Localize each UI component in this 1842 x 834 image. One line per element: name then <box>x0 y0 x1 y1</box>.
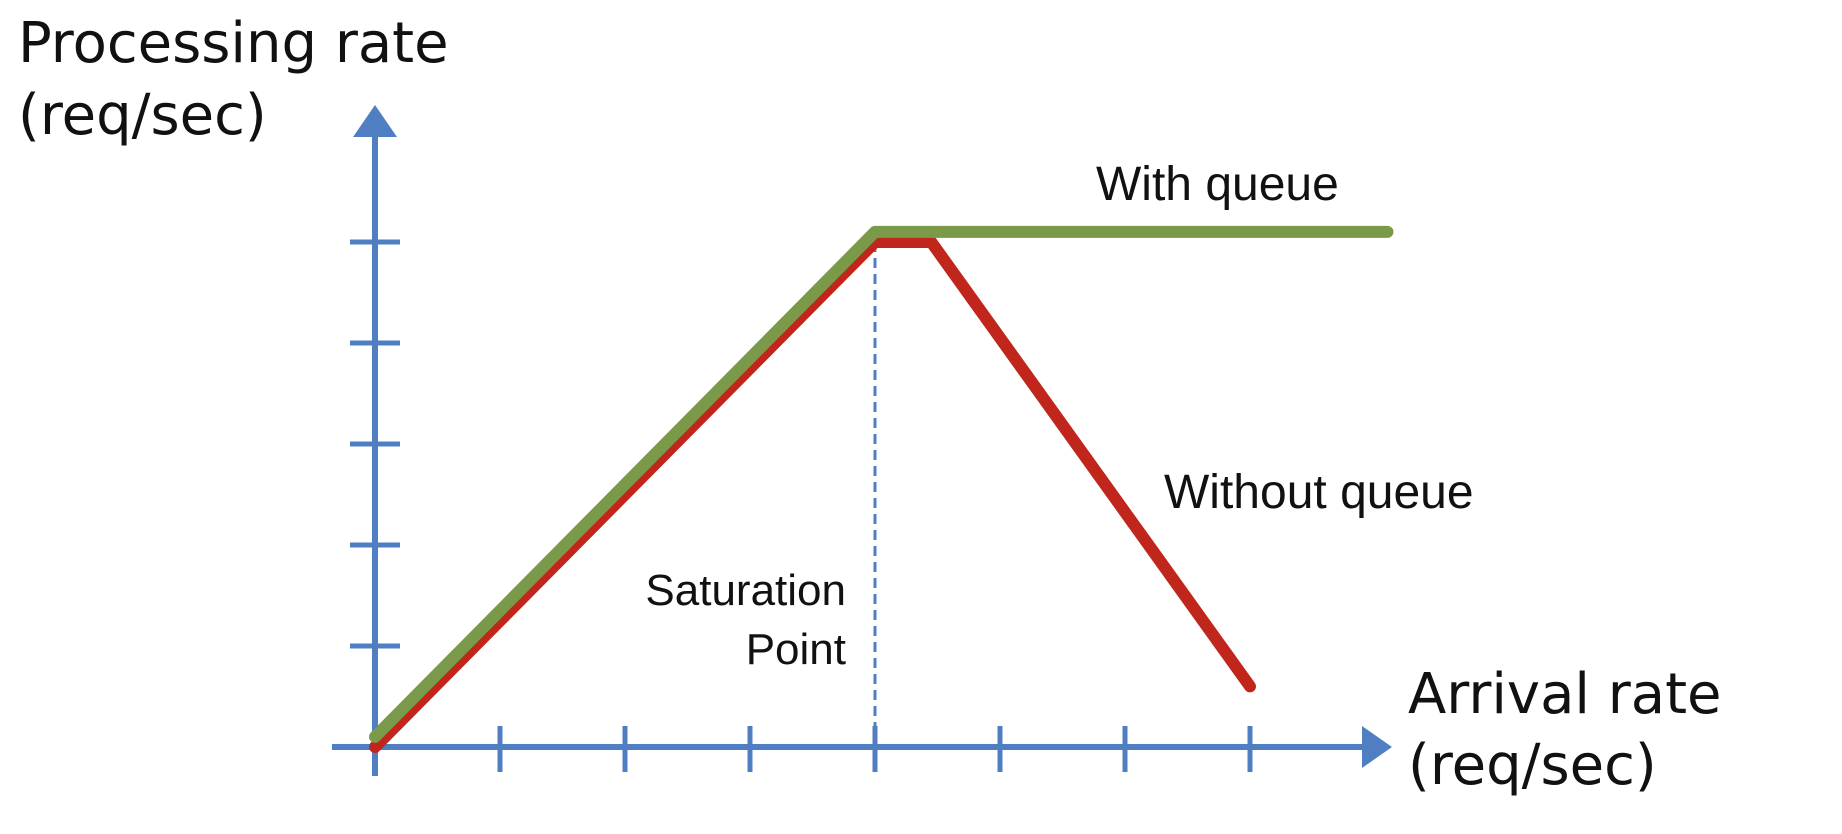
x-axis-title-line-1: Arrival rate <box>1408 662 1722 727</box>
series-label-with-queue: With queue <box>1096 158 1339 211</box>
series-line-without-queue <box>369 236 1256 753</box>
series-layer <box>369 225 1394 753</box>
x-axis-title-line-2: (req/sec) <box>1408 733 1657 798</box>
y-axis-arrow <box>353 105 397 137</box>
saturation-label-line-2: Point <box>746 625 846 674</box>
series-line-with-queue <box>369 225 1394 743</box>
series-label-without-queue: Without queue <box>1164 466 1474 519</box>
y-axis-title-line-2: (req/sec) <box>18 83 267 148</box>
y-axis-title-line-1: Processing rate <box>18 11 449 76</box>
axes <box>332 105 1392 776</box>
saturation-label-line-1: Saturation <box>645 566 846 615</box>
x-axis-arrow <box>1362 726 1392 768</box>
